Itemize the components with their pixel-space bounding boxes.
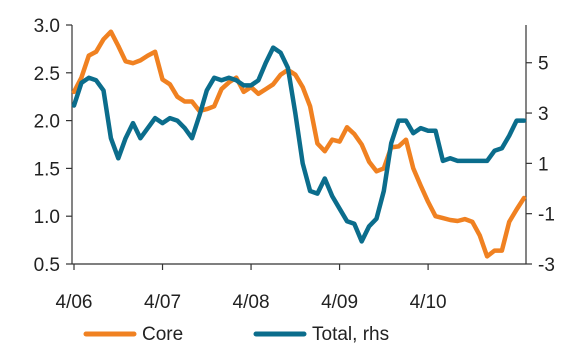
x-tick-label: 4/09	[321, 292, 358, 313]
y-right-tick-label: 5	[538, 54, 549, 75]
chart-axes	[66, 24, 532, 270]
y-left-tick-label: 2.5	[34, 64, 60, 85]
y-left-tick-label: 1.0	[34, 207, 60, 228]
x-tick-label: 4/08	[233, 292, 270, 313]
y-right-tick-label: -1	[538, 205, 555, 226]
y-left-tick-label: 2.0	[34, 112, 60, 133]
x-tick-label: 4/06	[56, 292, 93, 313]
x-tick-label: 4/07	[144, 292, 181, 313]
y-right-tick-label: 3	[538, 104, 549, 125]
y-right-tick-label: -3	[538, 255, 555, 276]
legend-label: Total, rhs	[312, 324, 389, 345]
series-line-total-rhs	[71, 45, 527, 244]
y-left-tick-label: 0.5	[34, 255, 60, 276]
y-left-tick-label: 1.5	[34, 159, 60, 180]
chart-tick-labels: 0.5 1.0 1.5 2.0 2.5 3.0 -3 -1 1 3 5 4/06 4/07 4/08 4/0…	[34, 16, 555, 313]
chart-series	[71, 29, 527, 259]
y-right-tick-label: 1	[538, 154, 549, 175]
chart-legend: Core Total, rhs	[83, 324, 389, 345]
y-left-tick-label: 3.0	[34, 16, 60, 37]
legend-label: Core	[142, 324, 183, 345]
series-line-core	[71, 29, 527, 259]
x-tick-label: 4/10	[410, 292, 447, 313]
